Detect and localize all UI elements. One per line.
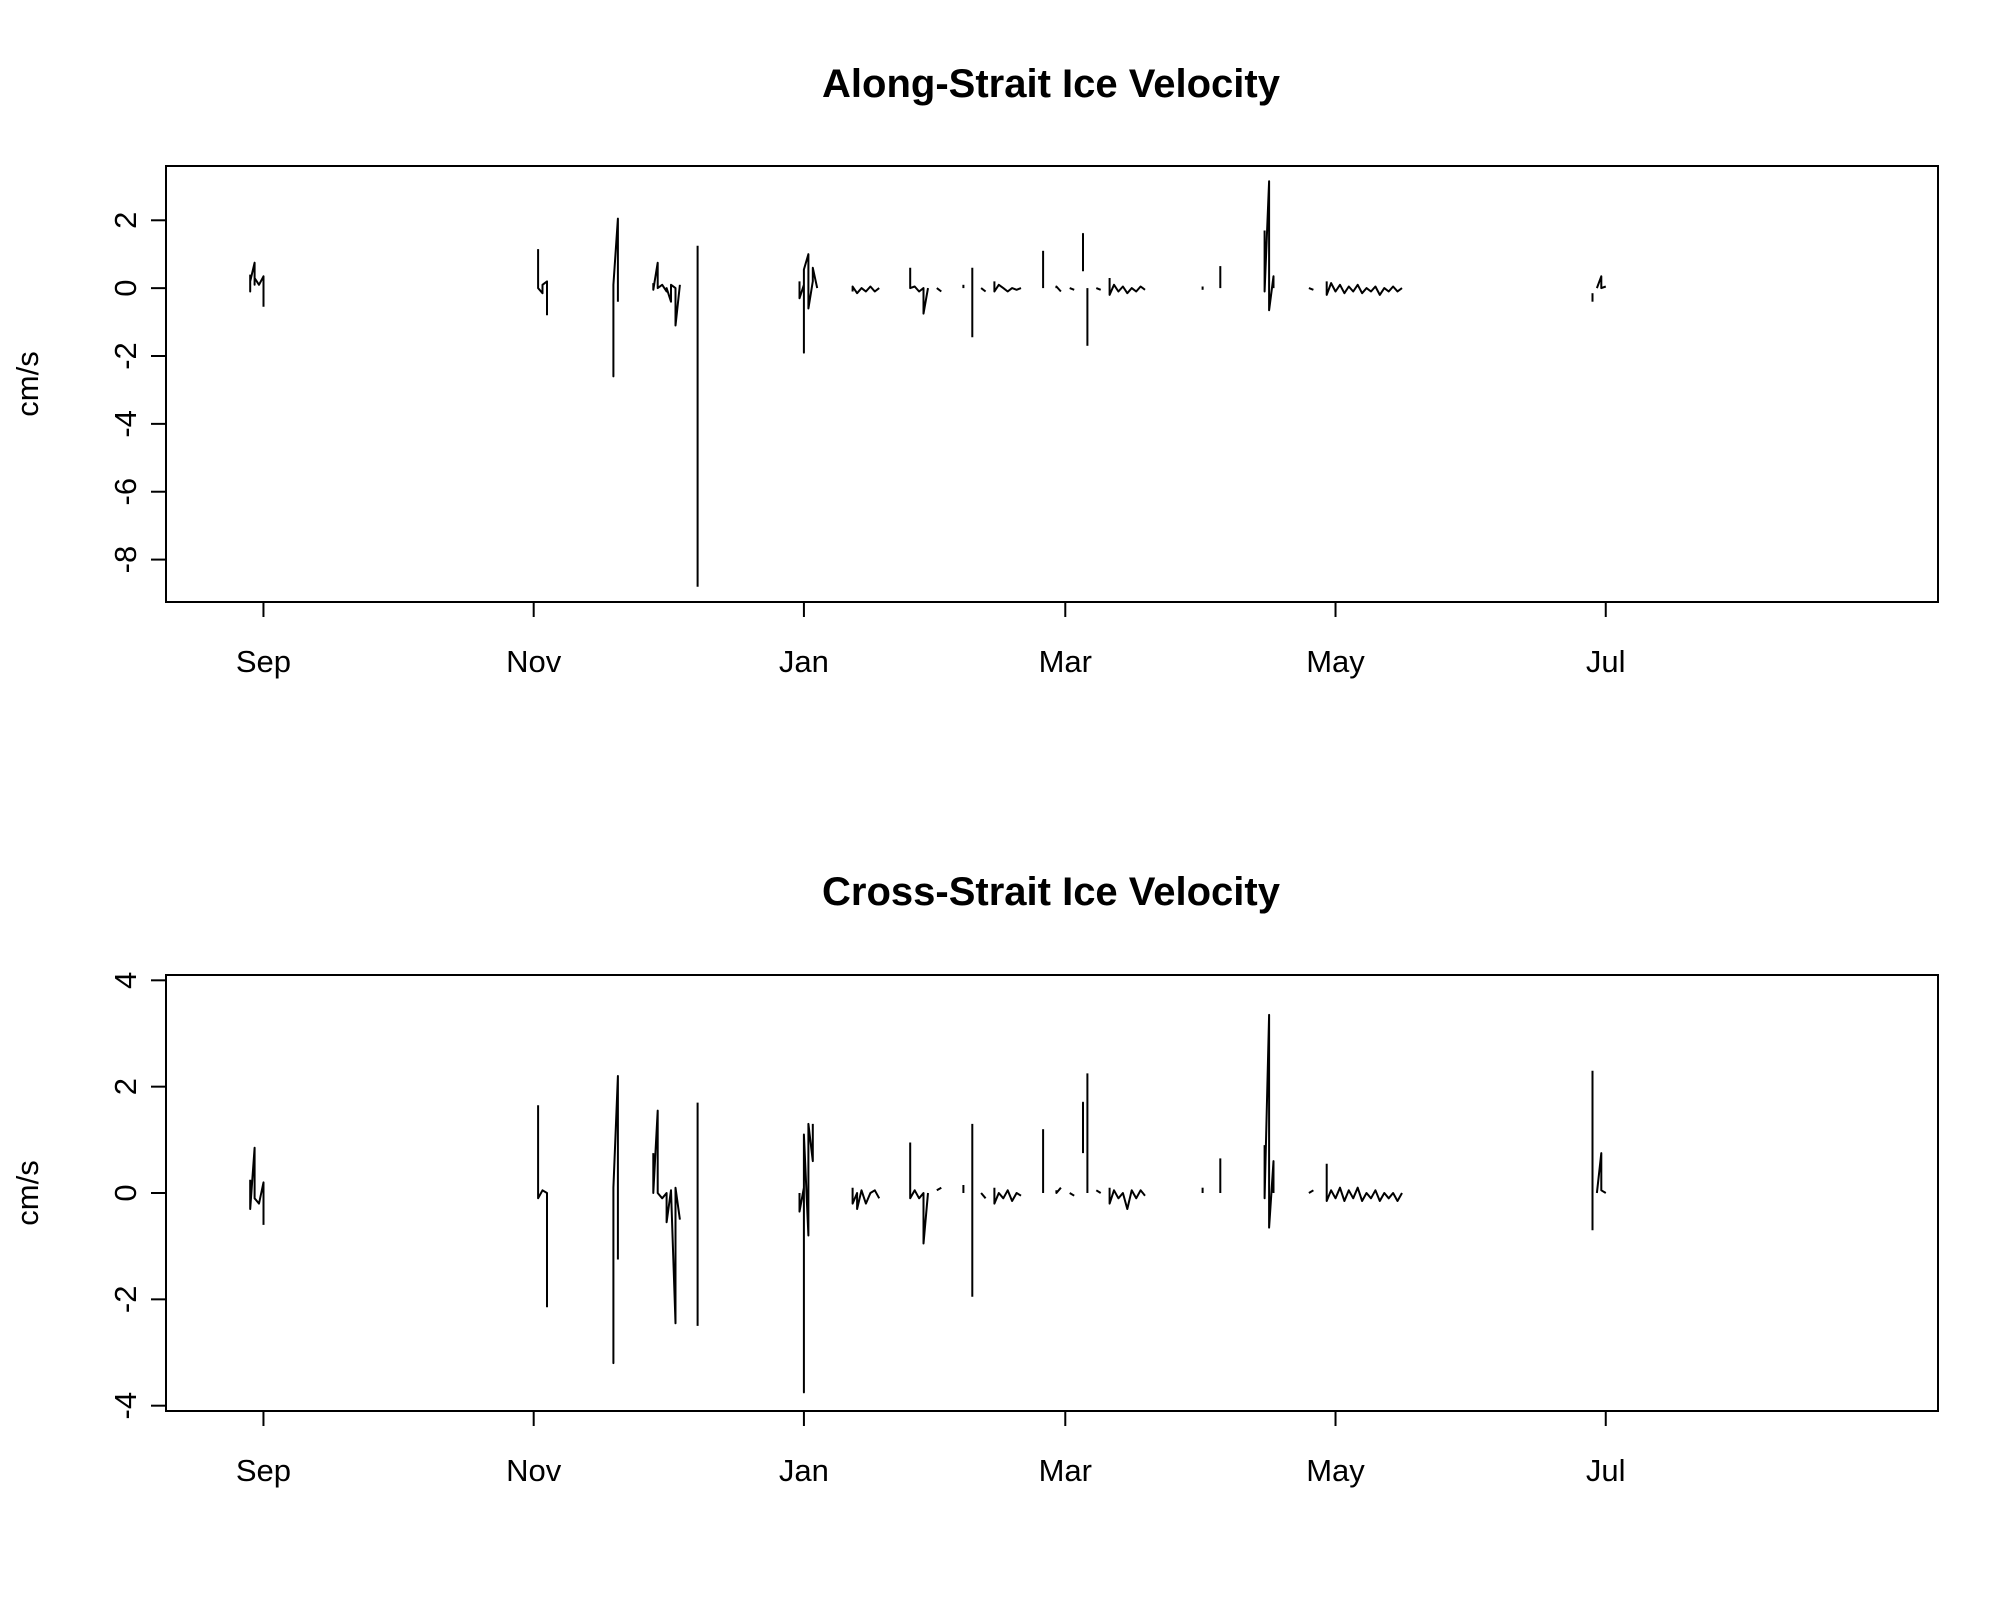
y-tick-label: -8: [108, 546, 143, 574]
y-tick-label: -2: [108, 1286, 143, 1314]
chart-title: Cross-Strait Ice Velocity: [822, 870, 1281, 914]
series-line-segment: [993, 281, 1022, 293]
series-line-segment: [1308, 287, 1314, 291]
series-line-segment: [936, 287, 942, 293]
series-line-segment: [1055, 285, 1062, 293]
y-tick-label: -6: [108, 478, 143, 506]
series-line-segment: [1069, 1192, 1075, 1197]
x-tick-label: Jan: [779, 644, 829, 679]
series-line-segment: [612, 217, 619, 378]
x-tick-label: Mar: [1039, 644, 1092, 679]
plot-frame: [165, 974, 1939, 1412]
y-axis: -4 -2 0 2 4: [108, 972, 167, 1420]
series-line-segment: [1108, 1187, 1146, 1210]
series-line-segment: [652, 261, 681, 327]
y-tick-label: -2: [108, 342, 143, 370]
series-line-segment: [537, 249, 548, 316]
series-line-segment: [249, 1146, 265, 1225]
series-line-segment: [980, 1192, 987, 1199]
x-tick-label: Jan: [779, 1453, 829, 1488]
chart-title: Along-Strait Ice Velocity: [822, 62, 1281, 106]
series-line-segment: [1108, 278, 1146, 296]
series-line-segment: [798, 253, 819, 354]
series-line-segment: [1069, 287, 1075, 291]
series-line-segment: [851, 1187, 881, 1210]
x-tick-label: Sep: [236, 644, 291, 679]
series-line-segment: [1308, 1189, 1314, 1194]
x-tick-label: Mar: [1039, 1453, 1092, 1488]
y-tick-label: 4: [108, 972, 143, 989]
x-axis: Sep Nov Jan Mar May Jul: [236, 601, 1626, 679]
x-tick-label: Jul: [1586, 1453, 1626, 1488]
plot-frame: [165, 165, 1939, 603]
y-axis: -8 -6 -4 -2 0 2: [108, 212, 167, 574]
x-tick-label: Nov: [506, 1453, 562, 1488]
series-line-segment: [1095, 1189, 1102, 1194]
series-line-segment: [993, 1187, 1022, 1205]
x-tick-label: May: [1306, 1453, 1365, 1488]
series-cross-strait: [249, 1013, 1607, 1394]
series-line-segment: [1595, 1152, 1607, 1194]
y-tick-label: 2: [108, 212, 143, 229]
series-line-segment: [980, 287, 987, 293]
y-tick-label: 0: [108, 1184, 143, 1201]
series-line-segment: [612, 1075, 619, 1365]
y-tick-label: -4: [108, 410, 143, 438]
series-line-segment: [851, 285, 880, 295]
series-line-segment: [1055, 1187, 1062, 1194]
series-line-segment: [249, 261, 265, 307]
series-line-segment: [1325, 1163, 1403, 1202]
x-tick-label: Nov: [506, 644, 562, 679]
x-tick-label: May: [1306, 644, 1365, 679]
series-line-segment: [1263, 180, 1275, 312]
series-line-segment: [652, 1109, 681, 1325]
y-axis-label: cm/s: [10, 351, 45, 416]
series-line-segment: [936, 1186, 942, 1192]
series-along-strait: [249, 180, 1607, 587]
series-line-segment: [1095, 287, 1102, 291]
series-line-segment: [1325, 281, 1403, 296]
y-tick-label: 2: [108, 1078, 143, 1095]
series-line-segment: [537, 1105, 548, 1308]
series-line-segment: [1263, 1013, 1275, 1229]
y-tick-label: -4: [108, 1392, 143, 1420]
chart-cross-strait: Cross-Strait Ice Velocity cm/s -4 -2 0 2 4 S…: [10, 870, 1939, 1488]
y-axis-label: cm/s: [10, 1160, 45, 1225]
series-line-segment: [909, 267, 929, 315]
series-line-segment: [909, 1142, 929, 1245]
series-line-segment: [1595, 275, 1607, 290]
x-tick-label: Sep: [236, 1453, 291, 1488]
x-axis: Sep Nov Jan Mar May Jul: [236, 1410, 1626, 1488]
y-tick-label: 0: [108, 280, 143, 297]
series-line-segment: [798, 1122, 814, 1394]
x-tick-label: Jul: [1586, 644, 1626, 679]
chart-along-strait: Along-Strait Ice Velocity cm/s -8 -6 -4 -2 0…: [10, 62, 1939, 679]
